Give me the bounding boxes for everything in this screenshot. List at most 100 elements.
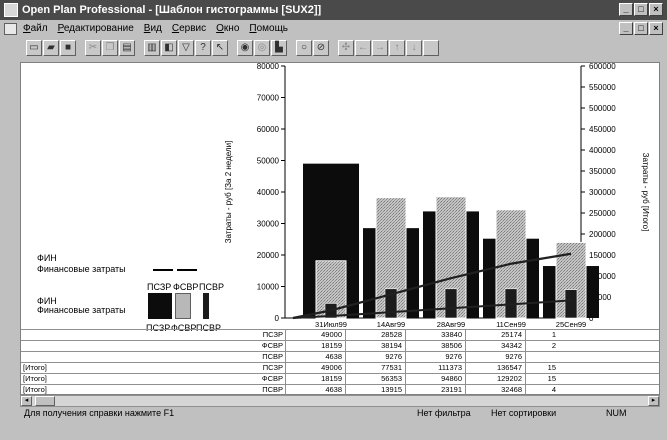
toolbar: ▭ ▰ ■ ✂ ❐ ▤ ▥ ◧ ▽ ? ↖ ◉ ◎ ▙ ○ ⊘ ✣ ← → ↑ … xyxy=(0,37,667,59)
refresh-icon[interactable]: ◎ xyxy=(254,40,270,56)
y-tick-label-right: 50000 xyxy=(589,293,612,302)
row-label: [Итого] xyxy=(23,385,47,394)
horizontal-scrollbar[interactable]: ◂ ▸ xyxy=(20,395,660,407)
table-cell: 33840 xyxy=(405,330,465,341)
help-pointer-icon[interactable]: ↖ xyxy=(212,40,228,56)
table-row[interactable]: [Итого] ФСВР 18159 56353 94860 129202 15 xyxy=(21,373,659,385)
x-tick-label: 11Сен99 xyxy=(496,320,526,329)
menu-view[interactable]: Вид xyxy=(143,23,162,34)
print-preview-icon[interactable]: ◧ xyxy=(161,40,177,56)
arrow-left-icon[interactable]: ← xyxy=(355,40,371,56)
y-tick-label-left: 10000 xyxy=(257,283,280,292)
document-icon[interactable] xyxy=(4,22,17,35)
circle-icon[interactable]: ○ xyxy=(296,40,312,56)
y-axis-title-right: Затраты - руб [Итого] xyxy=(641,153,650,232)
paste-icon[interactable]: ▤ xyxy=(119,40,135,56)
y-tick-label-right: 350000 xyxy=(589,167,616,176)
x-tick-label: 31Июл99 xyxy=(315,320,347,329)
y-tick-label-left: 40000 xyxy=(257,188,280,197)
legend-swatch-pszr xyxy=(148,293,172,319)
title-bar: Open Plan Professional - [Шаблон гистогр… xyxy=(0,0,667,20)
table-cell: 38194 xyxy=(345,341,405,352)
legend-swatch-psvr xyxy=(203,293,209,319)
y-tick-label-right: 400000 xyxy=(589,146,616,155)
no-icon[interactable]: ⊘ xyxy=(313,40,329,56)
legend-bottom-psvr: ПСВР xyxy=(196,323,221,333)
table-cell: 25174 xyxy=(465,330,525,341)
table-cell: 9276 xyxy=(465,352,525,363)
scroll-thumb[interactable] xyxy=(35,396,55,406)
minimize-button[interactable]: _ xyxy=(619,3,633,16)
table-row[interactable]: [Итого] ПСЗР 49006 77531 111373 136547 15 xyxy=(21,362,659,374)
scroll-right-icon[interactable]: ▸ xyxy=(648,396,659,406)
row-series: ПСЗР xyxy=(262,363,283,372)
status-help: Для получения справки нажмите F1 xyxy=(24,408,175,418)
table-cell: 129202 xyxy=(465,374,525,385)
table-cell xyxy=(525,352,559,363)
status-bar: Для получения справки нажмите F1 Нет фил… xyxy=(0,402,667,422)
move-icon[interactable]: ✣ xyxy=(338,40,354,56)
save-icon[interactable]: ■ xyxy=(60,40,76,56)
doc-restore-button[interactable]: □ xyxy=(634,22,648,35)
table-cell: 49000 xyxy=(285,330,345,341)
menu-help[interactable]: Помощь xyxy=(249,23,289,34)
arrow-right-icon[interactable]: → xyxy=(372,40,388,56)
table-cell: 15 xyxy=(525,363,559,374)
blank-icon[interactable] xyxy=(423,40,439,56)
filter-icon[interactable]: ▽ xyxy=(178,40,194,56)
legend-fin-label-2: ФИН xyxy=(37,296,57,306)
table-cell: 1 xyxy=(525,330,559,341)
table-row[interactable]: ПСВР 4638 9276 9276 9276 xyxy=(21,351,659,363)
cut-icon[interactable]: ✂ xyxy=(85,40,101,56)
y-tick-label-left: 30000 xyxy=(257,220,280,229)
row-label: [Итого] xyxy=(23,374,47,383)
table-cell: 9276 xyxy=(345,352,405,363)
cumulative-line-psvr xyxy=(292,299,572,319)
table-cell: 94860 xyxy=(405,374,465,385)
table-row[interactable]: ПСЗР 49000 28528 33840 25174 1 xyxy=(21,329,659,341)
table-cell: 136547 xyxy=(465,363,525,374)
app-icon xyxy=(4,3,18,17)
table-cell: 28528 xyxy=(345,330,405,341)
y-tick-label-left: 80000 xyxy=(257,63,280,71)
menu-window[interactable]: Окно xyxy=(216,23,240,34)
table-cell: 49006 xyxy=(285,363,345,374)
bar-psvr xyxy=(564,289,578,319)
doc-minimize-button[interactable]: _ xyxy=(619,22,633,35)
table-cell: 9276 xyxy=(405,352,465,363)
menu-file[interactable]: Файл xyxy=(23,23,48,34)
bar-psvr xyxy=(444,288,458,319)
legend-top-psvr: ПСВР xyxy=(199,282,224,292)
menu-edit[interactable]: Редактирование xyxy=(57,23,134,34)
histogram-view[interactable]: 0 10000 20000 30000 40000 50000 60000 70000 8000… xyxy=(20,62,660,396)
status-filter: Нет фильтра xyxy=(417,408,471,418)
print-icon[interactable]: ▥ xyxy=(144,40,160,56)
legend-bottom-pszr: ПСЗР xyxy=(146,323,171,333)
close-button[interactable]: × xyxy=(649,3,663,16)
arrow-up-icon[interactable]: ↑ xyxy=(389,40,405,56)
copy-icon[interactable]: ❐ xyxy=(102,40,118,56)
zoom-icon[interactable]: ◉ xyxy=(237,40,253,56)
legend-swatch-fsvr xyxy=(175,293,191,319)
help-icon[interactable]: ? xyxy=(195,40,211,56)
table-cell: 13915 xyxy=(345,385,405,396)
y-tick-label-right: 250000 xyxy=(589,209,616,218)
new-icon[interactable]: ▭ xyxy=(26,40,42,56)
y-tick-label-left: 70000 xyxy=(257,94,280,103)
menu-tools[interactable]: Сервис xyxy=(171,23,207,34)
y-tick-label-left: 0 xyxy=(275,314,280,323)
y-tick-label-right: 300000 xyxy=(589,188,616,197)
y-tick-label-right: 500000 xyxy=(589,104,616,113)
open-icon[interactable]: ▰ xyxy=(43,40,59,56)
table-row[interactable]: [Итого] ПСВР 4638 13915 23191 32468 4 xyxy=(21,384,659,396)
maximize-button[interactable]: □ xyxy=(634,3,648,16)
histogram-icon[interactable]: ▙ xyxy=(271,40,287,56)
table-row[interactable]: ФСВР 18159 38194 38506 34342 2 xyxy=(21,340,659,352)
arrow-down-icon[interactable]: ↓ xyxy=(406,40,422,56)
doc-close-button[interactable]: × xyxy=(649,22,663,35)
y-tick-label-left: 50000 xyxy=(257,157,280,166)
legend-fin-costs-label: Финансовые затраты xyxy=(37,264,126,274)
table-cell: 4 xyxy=(525,385,559,396)
row-series: ПСВР xyxy=(262,385,283,394)
scroll-left-icon[interactable]: ◂ xyxy=(21,396,32,406)
